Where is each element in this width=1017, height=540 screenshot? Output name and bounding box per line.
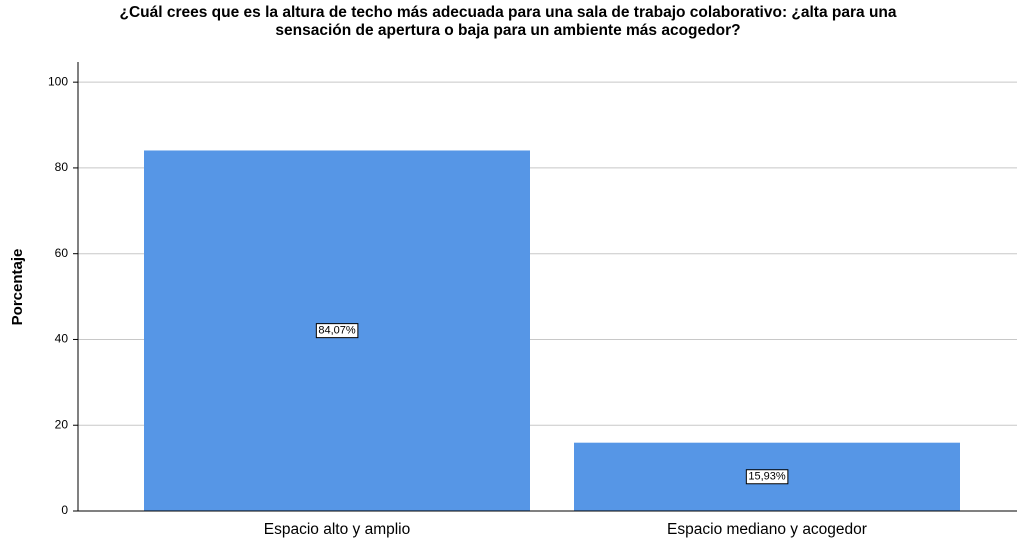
y-tick-label: 0 bbox=[61, 503, 68, 517]
value-label: 84,07% bbox=[318, 325, 356, 337]
chart-title: ¿Cuál crees que es la altura de techo má… bbox=[120, 4, 897, 21]
y-axis-label: Porcentaje bbox=[9, 249, 26, 326]
y-tick-label: 60 bbox=[55, 246, 69, 260]
x-tick-label: Espacio mediano y acogedor bbox=[667, 521, 867, 538]
y-tick-label: 40 bbox=[55, 332, 69, 346]
value-label-box bbox=[745, 469, 789, 485]
chart-title: sensación de apertura o baja para un amb… bbox=[275, 22, 740, 39]
value-label-box bbox=[315, 323, 359, 339]
y-tick-label: 100 bbox=[48, 74, 68, 88]
y-tick-label: 20 bbox=[55, 417, 69, 431]
value-label: 15,93% bbox=[748, 471, 786, 483]
y-tick-label: 80 bbox=[55, 160, 69, 174]
x-tick-label: Espacio alto y amplio bbox=[264, 521, 410, 538]
